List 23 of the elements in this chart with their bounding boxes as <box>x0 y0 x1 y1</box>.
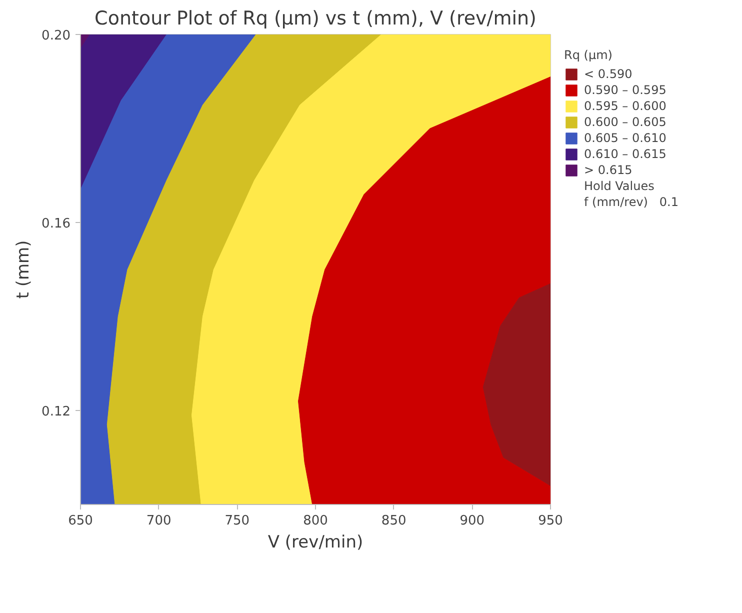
x-tick-label: 850 <box>381 514 406 528</box>
x-tick-label: 750 <box>224 514 250 528</box>
legend-label: 0.605 – 0.610 <box>584 131 666 145</box>
legend-label: 0.610 – 0.615 <box>584 147 666 161</box>
x-tick-label: 950 <box>538 514 563 528</box>
legend-label: 0.600 – 0.605 <box>584 115 666 129</box>
y-tick-label: 0.12 <box>42 404 71 420</box>
legend-label: 0.595 – 0.600 <box>584 99 666 113</box>
x-tick-label: 650 <box>68 514 93 528</box>
y-tick-label: 0.20 <box>42 28 71 44</box>
text: f (mm/rev) 0.1 <box>584 195 679 209</box>
y-tick-label: 0.16 <box>42 216 71 232</box>
text: Hold Values <box>584 179 654 193</box>
y-axis-title: t (mm) <box>14 240 34 299</box>
x-tick-label: 700 <box>146 514 172 528</box>
x-tick-label: 900 <box>460 514 485 528</box>
legend-title: Rq (µm) <box>564 48 614 62</box>
legend-label: 0.590 – 0.595 <box>584 83 666 97</box>
x-tick-label: 800 <box>303 514 328 528</box>
legend-label: < 0.590 <box>584 67 632 81</box>
chart-title: Contour Plot of Rq (µm) vs t (mm), V (rev/min) <box>94 8 536 30</box>
x-axis-title: V (rev/min) <box>268 532 364 552</box>
legend-label: > 0.615 <box>584 163 632 177</box>
